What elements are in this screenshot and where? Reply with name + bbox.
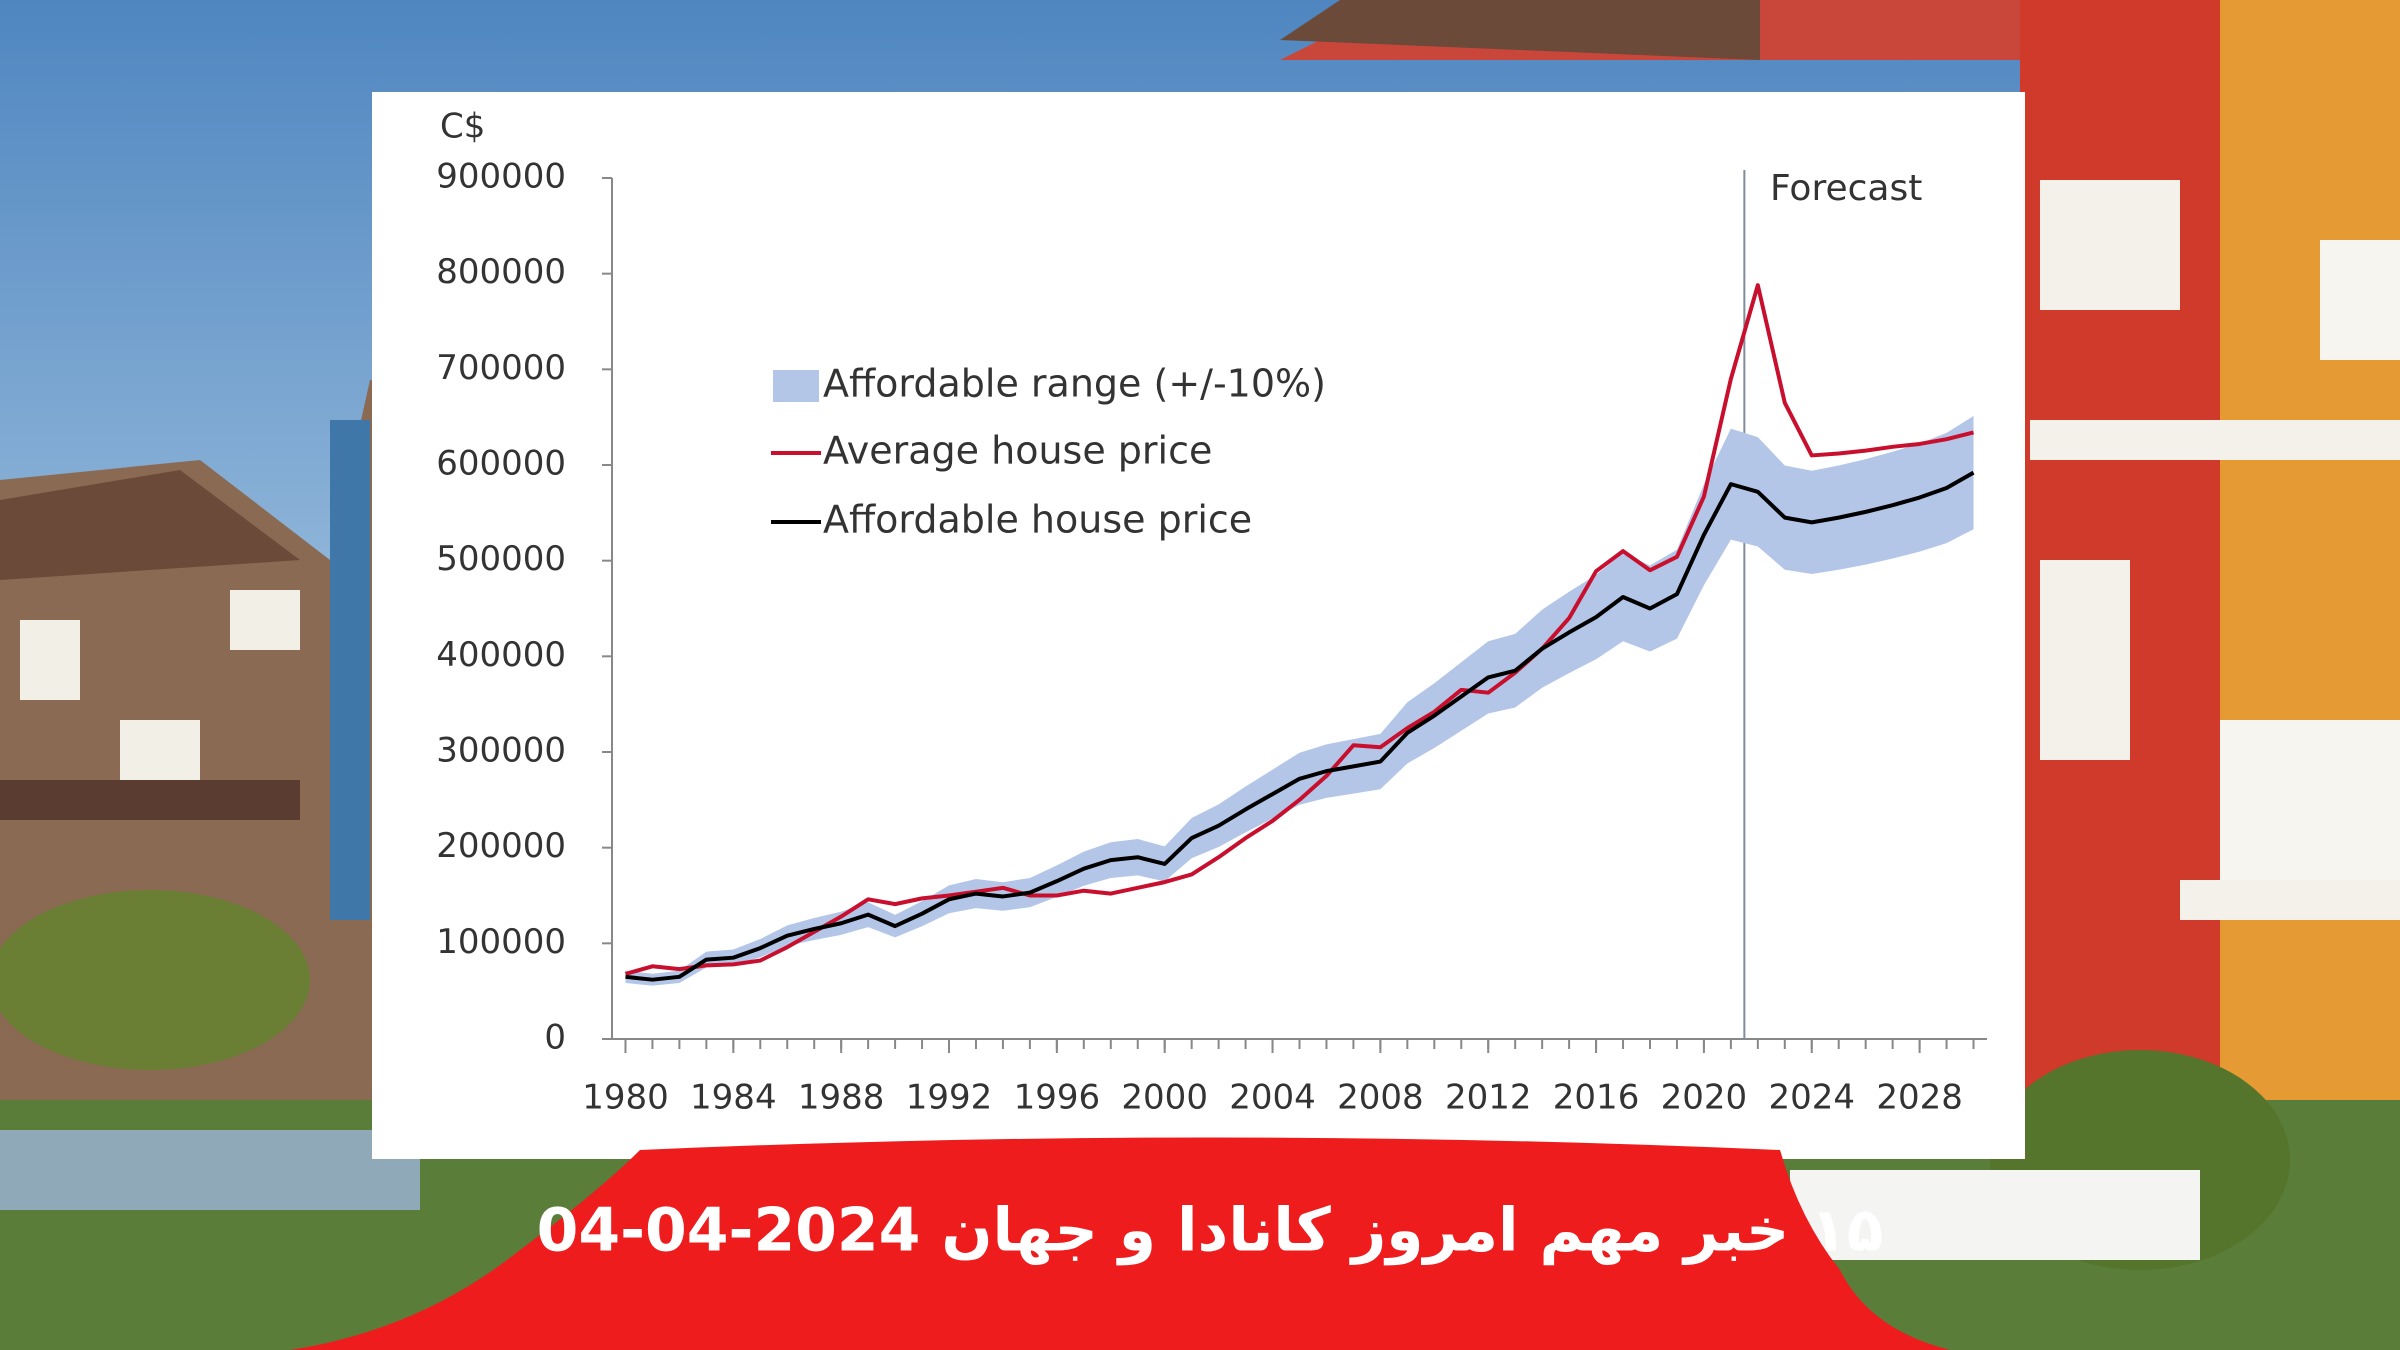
x-tick-label: 2012 bbox=[1445, 1078, 1532, 1118]
x-tick-label: 2000 bbox=[1121, 1078, 1208, 1118]
banner-title: ۱۵ خبر مهم امروز کانادا و جهان 2024-04-0… bbox=[537, 1196, 1884, 1266]
y-tick-label: 400000 bbox=[436, 635, 566, 675]
x-tick-label: 2020 bbox=[1661, 1078, 1748, 1118]
y-tick-label: 0 bbox=[544, 1018, 566, 1058]
legend-label: Affordable house price bbox=[823, 498, 1252, 542]
x-tick-label: 1996 bbox=[1014, 1078, 1101, 1118]
x-tick-label: 1984 bbox=[690, 1078, 777, 1118]
y-tick-label: 600000 bbox=[436, 444, 566, 484]
x-tick-label: 2008 bbox=[1337, 1078, 1424, 1118]
x-tick-label: 2004 bbox=[1229, 1078, 1316, 1118]
x-tick-label: 1988 bbox=[798, 1078, 885, 1118]
y-axis-label: C$ bbox=[440, 107, 485, 147]
legend-label: Average house price bbox=[823, 429, 1212, 473]
y-tick-label: 200000 bbox=[436, 826, 566, 866]
series-line bbox=[625, 470, 1975, 982]
series-line bbox=[624, 283, 1975, 976]
chart-panel bbox=[372, 92, 2025, 1159]
y-tick-label: 100000 bbox=[436, 922, 566, 962]
y-tick-label: 700000 bbox=[436, 348, 566, 388]
y-tick-label: 900000 bbox=[436, 157, 566, 197]
y-tick-label: 300000 bbox=[436, 731, 566, 771]
legend-label: Affordable range (+/-10%) bbox=[823, 362, 1326, 406]
y-tick-label: 800000 bbox=[436, 252, 566, 292]
forecast-label: Forecast bbox=[1770, 168, 1922, 209]
shrub bbox=[0, 890, 310, 1070]
range-band bbox=[625, 416, 1974, 986]
right-houses bbox=[1280, 0, 2400, 1250]
x-tick-label: 1980 bbox=[582, 1078, 669, 1118]
chart: C$ Forecast 0 100000 200000 300000 400000 500… bbox=[436, 107, 1987, 1118]
fence bbox=[1790, 1170, 2200, 1260]
y-tick-label: 500000 bbox=[436, 539, 566, 579]
legend-swatch bbox=[773, 370, 819, 402]
x-tick-label: 1992 bbox=[906, 1078, 993, 1118]
x-tick-label: 2024 bbox=[1768, 1078, 1855, 1118]
x-tick-label: 2016 bbox=[1553, 1078, 1640, 1118]
banner bbox=[290, 1137, 1950, 1350]
pond bbox=[0, 1130, 420, 1210]
x-tick-label: 2028 bbox=[1876, 1078, 1963, 1118]
